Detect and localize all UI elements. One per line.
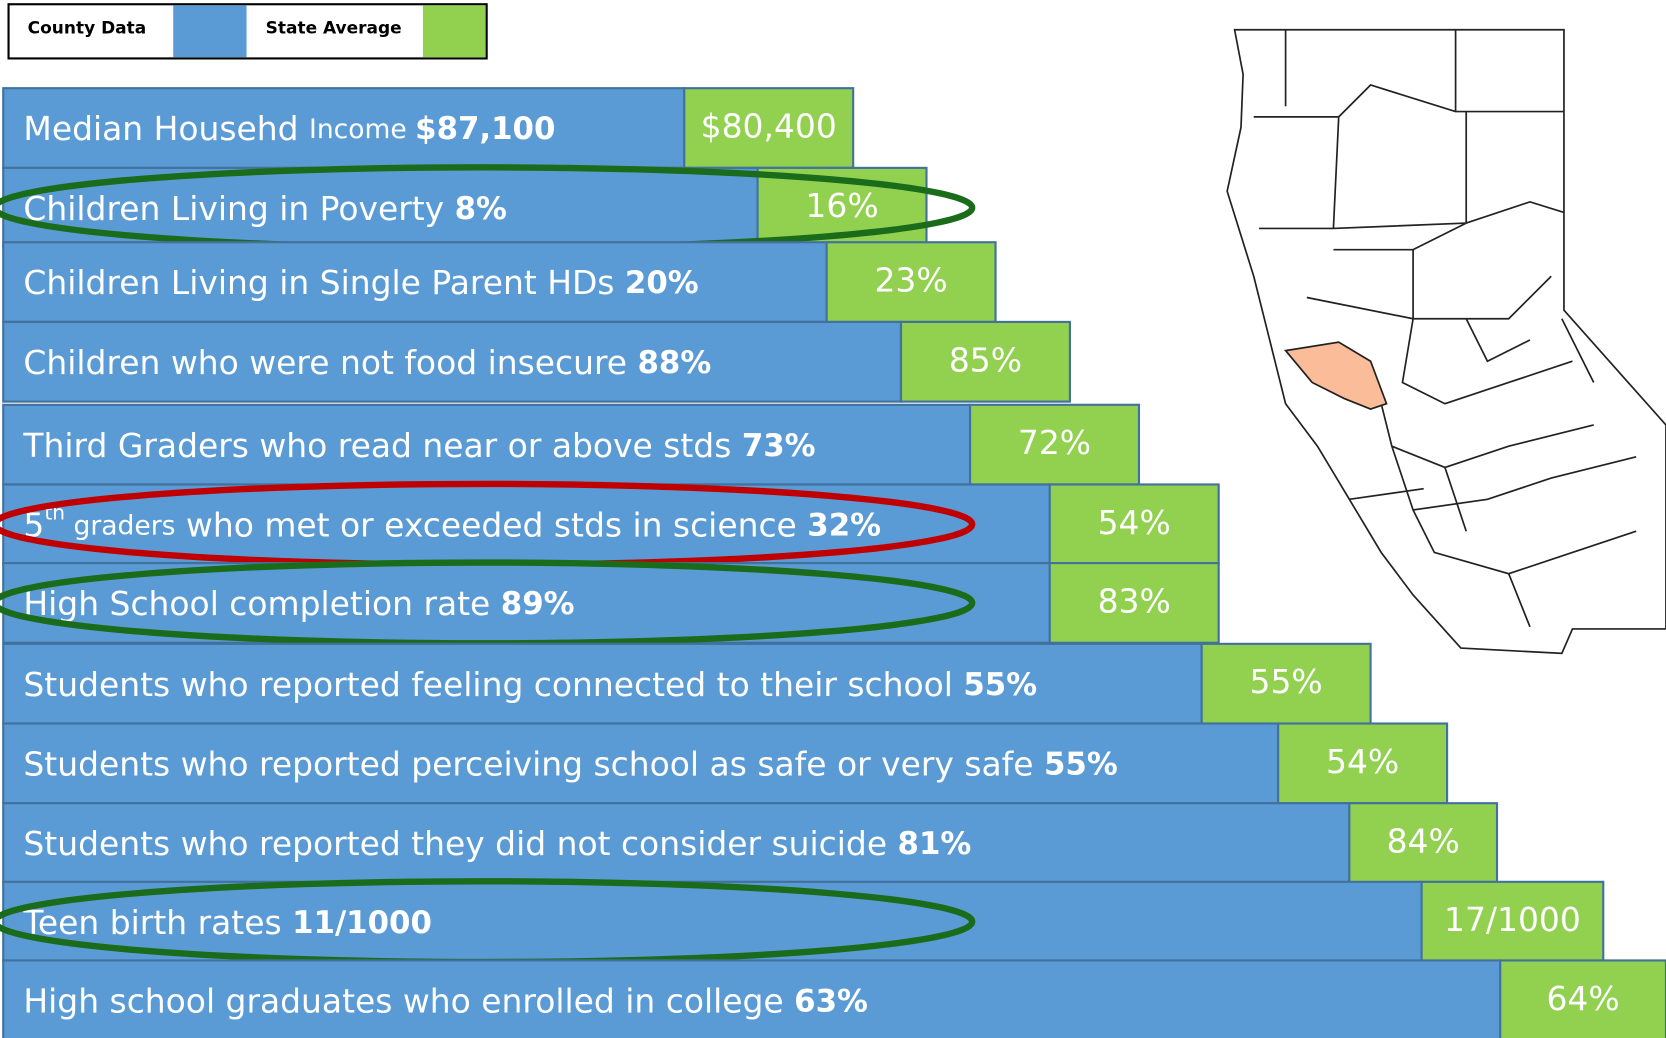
state-bar: [968, 403, 1141, 486]
label-part: Children Living in Single Parent HDs: [23, 263, 625, 302]
row: Students who reported perceiving school …: [2, 722, 1449, 805]
row-label: Children who were not food insecure 88%: [23, 342, 711, 381]
state-value: 85%: [949, 340, 1022, 379]
row: Children Living in Poverty 8% 16%: [0, 164, 976, 252]
label-part: 73%: [742, 427, 816, 463]
label-part: Children who were not food insecure: [23, 342, 637, 381]
state-bar: [1348, 802, 1499, 884]
label-part: 55%: [1044, 746, 1118, 782]
label-part: Students who reported they did not consi…: [23, 824, 897, 863]
row-label: Students who reported feeling connected …: [23, 664, 1037, 703]
label-part: Students who reported feeling connected …: [23, 664, 963, 703]
row-label: Students who reported they did not consi…: [23, 824, 971, 863]
label-part: 55%: [963, 666, 1037, 702]
county-bar: [2, 241, 828, 323]
state-bar: [1200, 642, 1372, 725]
state-value: 16%: [805, 186, 878, 225]
row: High School completion rate 89% 83%: [0, 559, 1220, 647]
county-bar: [2, 722, 1280, 805]
legend-county-swatch: [173, 5, 247, 58]
row: Third Graders who read near or above std…: [2, 403, 1141, 486]
state-value: 72%: [1018, 423, 1091, 462]
county-bar: [2, 642, 1203, 725]
label-part: 20%: [625, 265, 699, 301]
row-label: Children Living in Single Parent HDs 20%: [23, 263, 698, 302]
state-value: 54%: [1326, 742, 1399, 781]
label-part: who met or exceeded stds in science: [175, 505, 807, 544]
row-label: 5th graders who met or exceeded stds in …: [23, 500, 881, 544]
label-part: 89%: [501, 586, 575, 622]
county-bar: [2, 959, 1502, 1038]
map: [1226, 28, 1666, 655]
row-label: High School completion rate 89%: [23, 584, 574, 623]
legend-box: [7, 3, 488, 60]
label-part: High School completion rate: [23, 584, 500, 623]
state-bar: [1499, 959, 1666, 1038]
rows: Median Househd Income $87,100 $80,400 Chil…: [0, 87, 1666, 1038]
label-part: High school graduates who enrolled in co…: [23, 981, 794, 1020]
label-part: Third Graders who read near or above std…: [22, 425, 741, 464]
row-label: Children Living in Poverty 8%: [23, 188, 507, 227]
state-value: 64%: [1546, 979, 1619, 1018]
legend-state: State Average: [266, 19, 402, 39]
state-value: 83%: [1098, 581, 1171, 620]
legend-county: County Data: [28, 19, 147, 39]
row: Children who were not food insecure 88% 8…: [2, 320, 1071, 403]
row-label: Third Graders who read near or above std…: [22, 425, 815, 464]
legend: County Data State Average: [7, 3, 488, 60]
label-part: 63%: [794, 983, 868, 1019]
label-part: 5: [23, 505, 44, 544]
state-value: $80,400: [701, 107, 837, 146]
state-bar: [1048, 562, 1220, 644]
label-part: Students who reported perceiving school …: [23, 744, 1044, 783]
state-bar: [1420, 880, 1605, 963]
legend-state-swatch: [422, 5, 486, 58]
county-bar: [2, 403, 972, 486]
state-bar: [1277, 722, 1449, 805]
row-label: Students who reported perceiving school …: [23, 744, 1117, 783]
row-label: Median Househd Income $87,100: [23, 109, 555, 148]
row: Median Househd Income $87,100 $80,400: [2, 87, 855, 169]
label-part: 81%: [898, 826, 972, 862]
row: 5th graders who met or exceeded stds in …: [0, 480, 1220, 568]
row: Children Living in Single Parent HDs 20%…: [2, 241, 997, 323]
row: Students who reported feeling connected …: [2, 642, 1372, 725]
label-part: 8%: [455, 190, 507, 226]
state-value: 54%: [1098, 503, 1171, 542]
label-part: 32%: [807, 507, 881, 543]
label-part: Median Househd: [23, 109, 309, 148]
county-lines: [1253, 29, 1637, 628]
label-part: 88%: [638, 344, 712, 380]
state-value: 17/1000: [1444, 900, 1581, 939]
row: High school graduates who enrolled in co…: [2, 959, 1666, 1038]
highlighted-county: [1283, 341, 1388, 410]
label-part: Children Living in Poverty: [23, 188, 454, 227]
row-label: Teen birth rates 11/1000: [22, 902, 432, 941]
state-value: 23%: [874, 261, 947, 300]
row: Teen birth rates 11/1000 17/1000: [0, 878, 1605, 966]
label-part: Income: [309, 114, 415, 145]
label-part: $87,100: [415, 111, 555, 147]
county-bar: [2, 880, 1423, 963]
label-part: 11/1000: [292, 904, 432, 940]
label-part: graders: [65, 510, 175, 541]
label-part: Teen birth rates: [22, 902, 292, 941]
state-value: 55%: [1250, 662, 1323, 701]
row: Students who reported they did not consi…: [2, 802, 1499, 884]
state-bar: [1048, 483, 1220, 566]
state-value: 84%: [1387, 822, 1460, 861]
row-label: High school graduates who enrolled in co…: [23, 981, 867, 1020]
state-bar: [899, 320, 1071, 403]
county-bar: [2, 802, 1351, 884]
state-bar: [683, 87, 855, 169]
state-outline: [1226, 28, 1666, 655]
